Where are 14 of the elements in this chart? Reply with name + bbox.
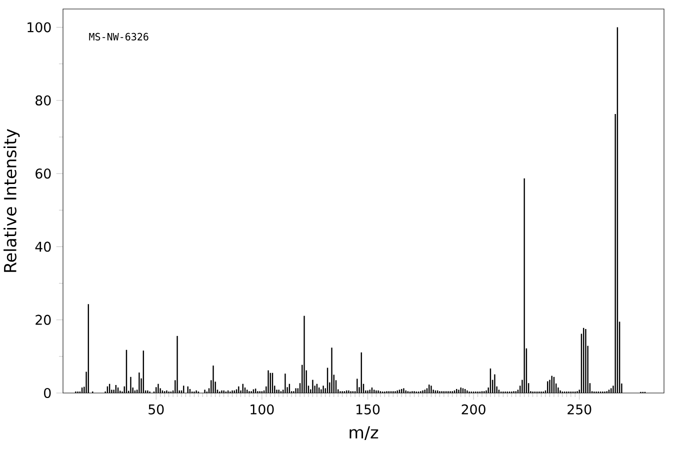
y-axis-title: Relative Intensity (4, 128, 20, 272)
x-tick-label: 50 (148, 404, 164, 414)
x-tick-label: 100 (250, 404, 274, 414)
y-tick-label: 40 (35, 242, 51, 252)
x-axis-title: m/z (350, 426, 378, 440)
x-tick-label: 250 (568, 404, 592, 414)
y-tick-label: 100 (28, 22, 51, 32)
y-tick-label: 60 (36, 168, 51, 179)
x-tick-label: 150 (356, 404, 380, 414)
y-tick-label: 80 (36, 95, 51, 106)
y-tick-label: 20 (36, 314, 51, 325)
y-tick-label: 0 (44, 388, 51, 398)
x-tick-label: 200 (462, 404, 486, 414)
annotation: MS-NW-6326 (89, 32, 148, 40)
